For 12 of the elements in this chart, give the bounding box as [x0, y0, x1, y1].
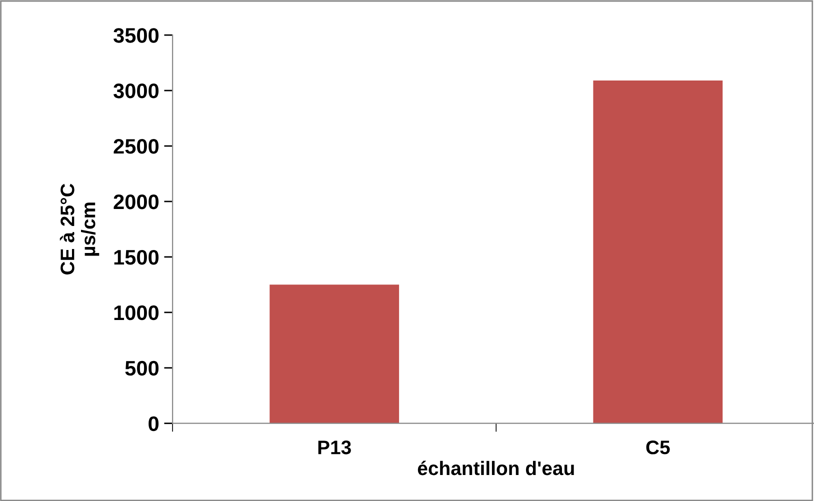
y-tick-label: 1500	[114, 250, 159, 265]
y-tick-label: 0	[148, 416, 159, 432]
y-tick-label: 2000	[114, 194, 159, 210]
y-tick-label: 2500	[114, 139, 159, 154]
y-tick-label: 1000	[114, 305, 159, 320]
x-tick-label: P13	[318, 440, 351, 454]
y-tick-label: 500	[125, 360, 159, 376]
x-tick-label: C5	[646, 440, 670, 454]
x-axis-title: échantillon d'eau	[418, 460, 574, 476]
y-axis-title: CE à 25°C µs/cm	[60, 184, 100, 274]
y-tick-label: 3500	[114, 28, 159, 43]
y-tick-label: 3000	[114, 84, 159, 98]
